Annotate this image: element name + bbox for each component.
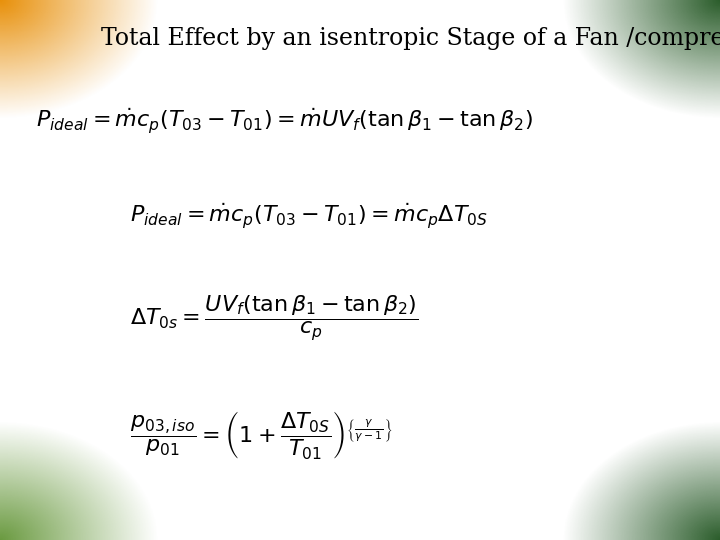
Text: $P_{ideal} = \dot{m}c_p\left(T_{03} - T_{01}\right) = \dot{m}c_p\Delta T_{0S}$: $P_{ideal} = \dot{m}c_p\left(T_{03} - T_… [130, 201, 487, 231]
Text: $P_{ideal} = \dot{m}c_p\left(T_{03} - T_{01}\right) = \dot{m}UV_f\left(\tan\beta: $P_{ideal} = \dot{m}c_p\left(T_{03} - T_… [36, 106, 533, 137]
Text: Total Effect by an isentropic Stage of a Fan /compresso: Total Effect by an isentropic Stage of a… [101, 27, 720, 50]
Text: $\dfrac{p_{03,iso}}{p_{01}} = \left(1 + \dfrac{\Delta T_{0S}}{T_{01}}\right)^{\l: $\dfrac{p_{03,iso}}{p_{01}} = \left(1 + … [130, 409, 392, 461]
Text: $\Delta T_{0s} = \dfrac{UV_f\left(\tan\beta_1 - \tan\beta_2\right)}{c_p}$: $\Delta T_{0s} = \dfrac{UV_f\left(\tan\b… [130, 294, 418, 343]
